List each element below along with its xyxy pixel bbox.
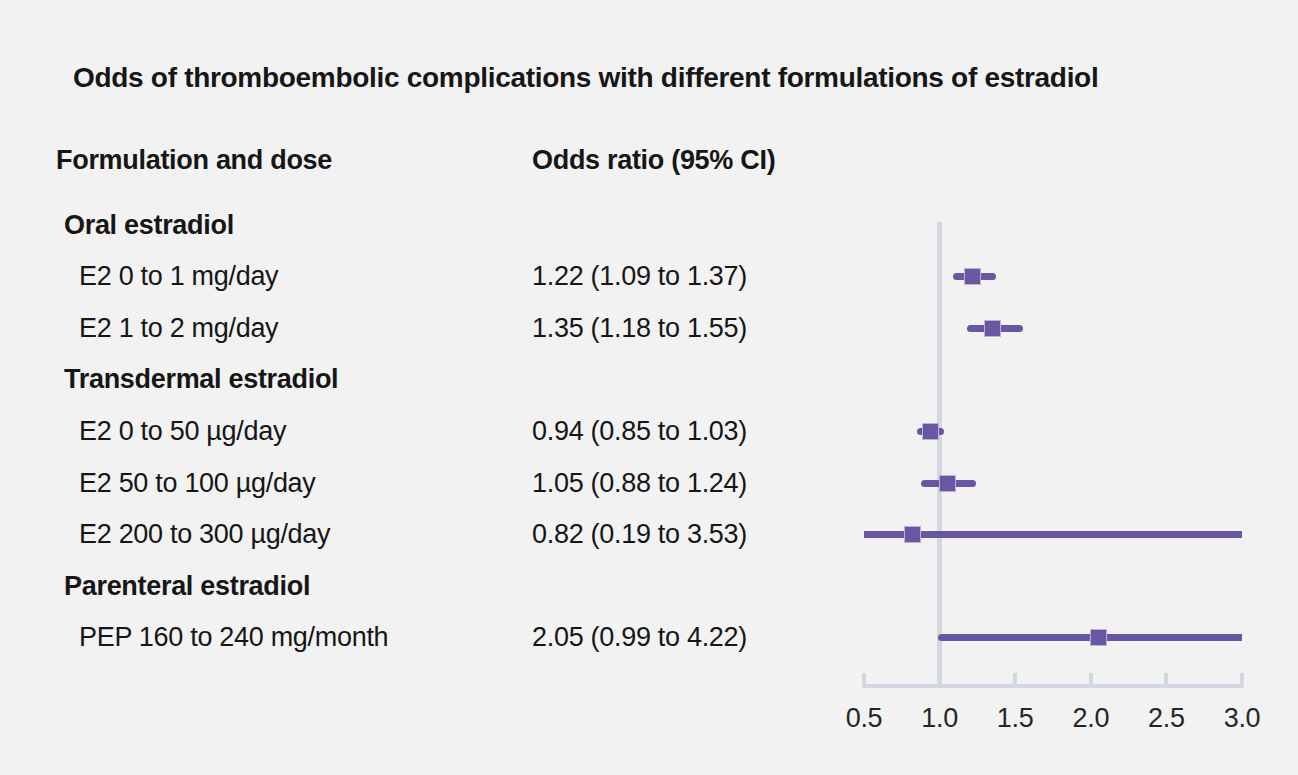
row-label: E2 200 to 300 µg/day [79, 518, 330, 551]
section-label: Transdermal estradiol [64, 363, 338, 396]
section-label: Oral estradiol [64, 209, 234, 242]
row-odds-ratio-value: 2.05 (0.99 to 4.22) [532, 621, 747, 654]
point-estimate-marker [939, 475, 956, 492]
axis-tick [938, 673, 942, 684]
axis-tick-label: 3.0 [1207, 703, 1277, 734]
axis-tick-label: 0.5 [829, 703, 899, 734]
axis-tick [1089, 673, 1093, 684]
row-odds-ratio-value: 0.94 (0.85 to 1.03) [532, 415, 747, 448]
row-odds-ratio-value: 1.05 (0.88 to 1.24) [532, 467, 747, 500]
axis-tick [1164, 673, 1168, 684]
axis-tick-label: 1.5 [980, 703, 1050, 734]
row-label: E2 50 to 100 µg/day [79, 467, 316, 500]
forest-plot-figure: Odds of thromboembolic complications wit… [0, 0, 1298, 775]
row-label: E2 1 to 2 mg/day [79, 312, 278, 345]
column-header-formulation: Formulation and dose [56, 145, 332, 176]
axis-tick [1240, 673, 1244, 684]
row-odds-ratio-value: 1.22 (1.09 to 1.37) [532, 260, 747, 293]
axis-tick [862, 673, 866, 684]
column-header-odds-ratio: Odds ratio (95% CI) [532, 145, 775, 176]
row-odds-ratio-value: 1.35 (1.18 to 1.55) [532, 312, 747, 345]
point-estimate-marker [904, 526, 921, 543]
figure-title: Odds of thromboembolic complications wit… [73, 62, 1098, 94]
section-label: Parenteral estradiol [64, 570, 310, 603]
x-axis-line [862, 684, 1244, 688]
row-label: E2 0 to 50 µg/day [79, 415, 286, 448]
axis-tick-label: 2.5 [1131, 703, 1201, 734]
row-odds-ratio-value: 0.82 (0.19 to 3.53) [532, 518, 747, 551]
axis-tick [1013, 673, 1017, 684]
row-label: PEP 160 to 240 mg/month [79, 621, 388, 654]
point-estimate-marker [984, 320, 1001, 337]
axis-tick-label: 1.0 [905, 703, 975, 734]
point-estimate-marker [964, 268, 981, 285]
point-estimate-marker [922, 423, 939, 440]
reference-line-1 [937, 222, 942, 688]
row-label: E2 0 to 1 mg/day [79, 260, 278, 293]
axis-tick-label: 2.0 [1056, 703, 1126, 734]
point-estimate-marker [1090, 629, 1107, 646]
